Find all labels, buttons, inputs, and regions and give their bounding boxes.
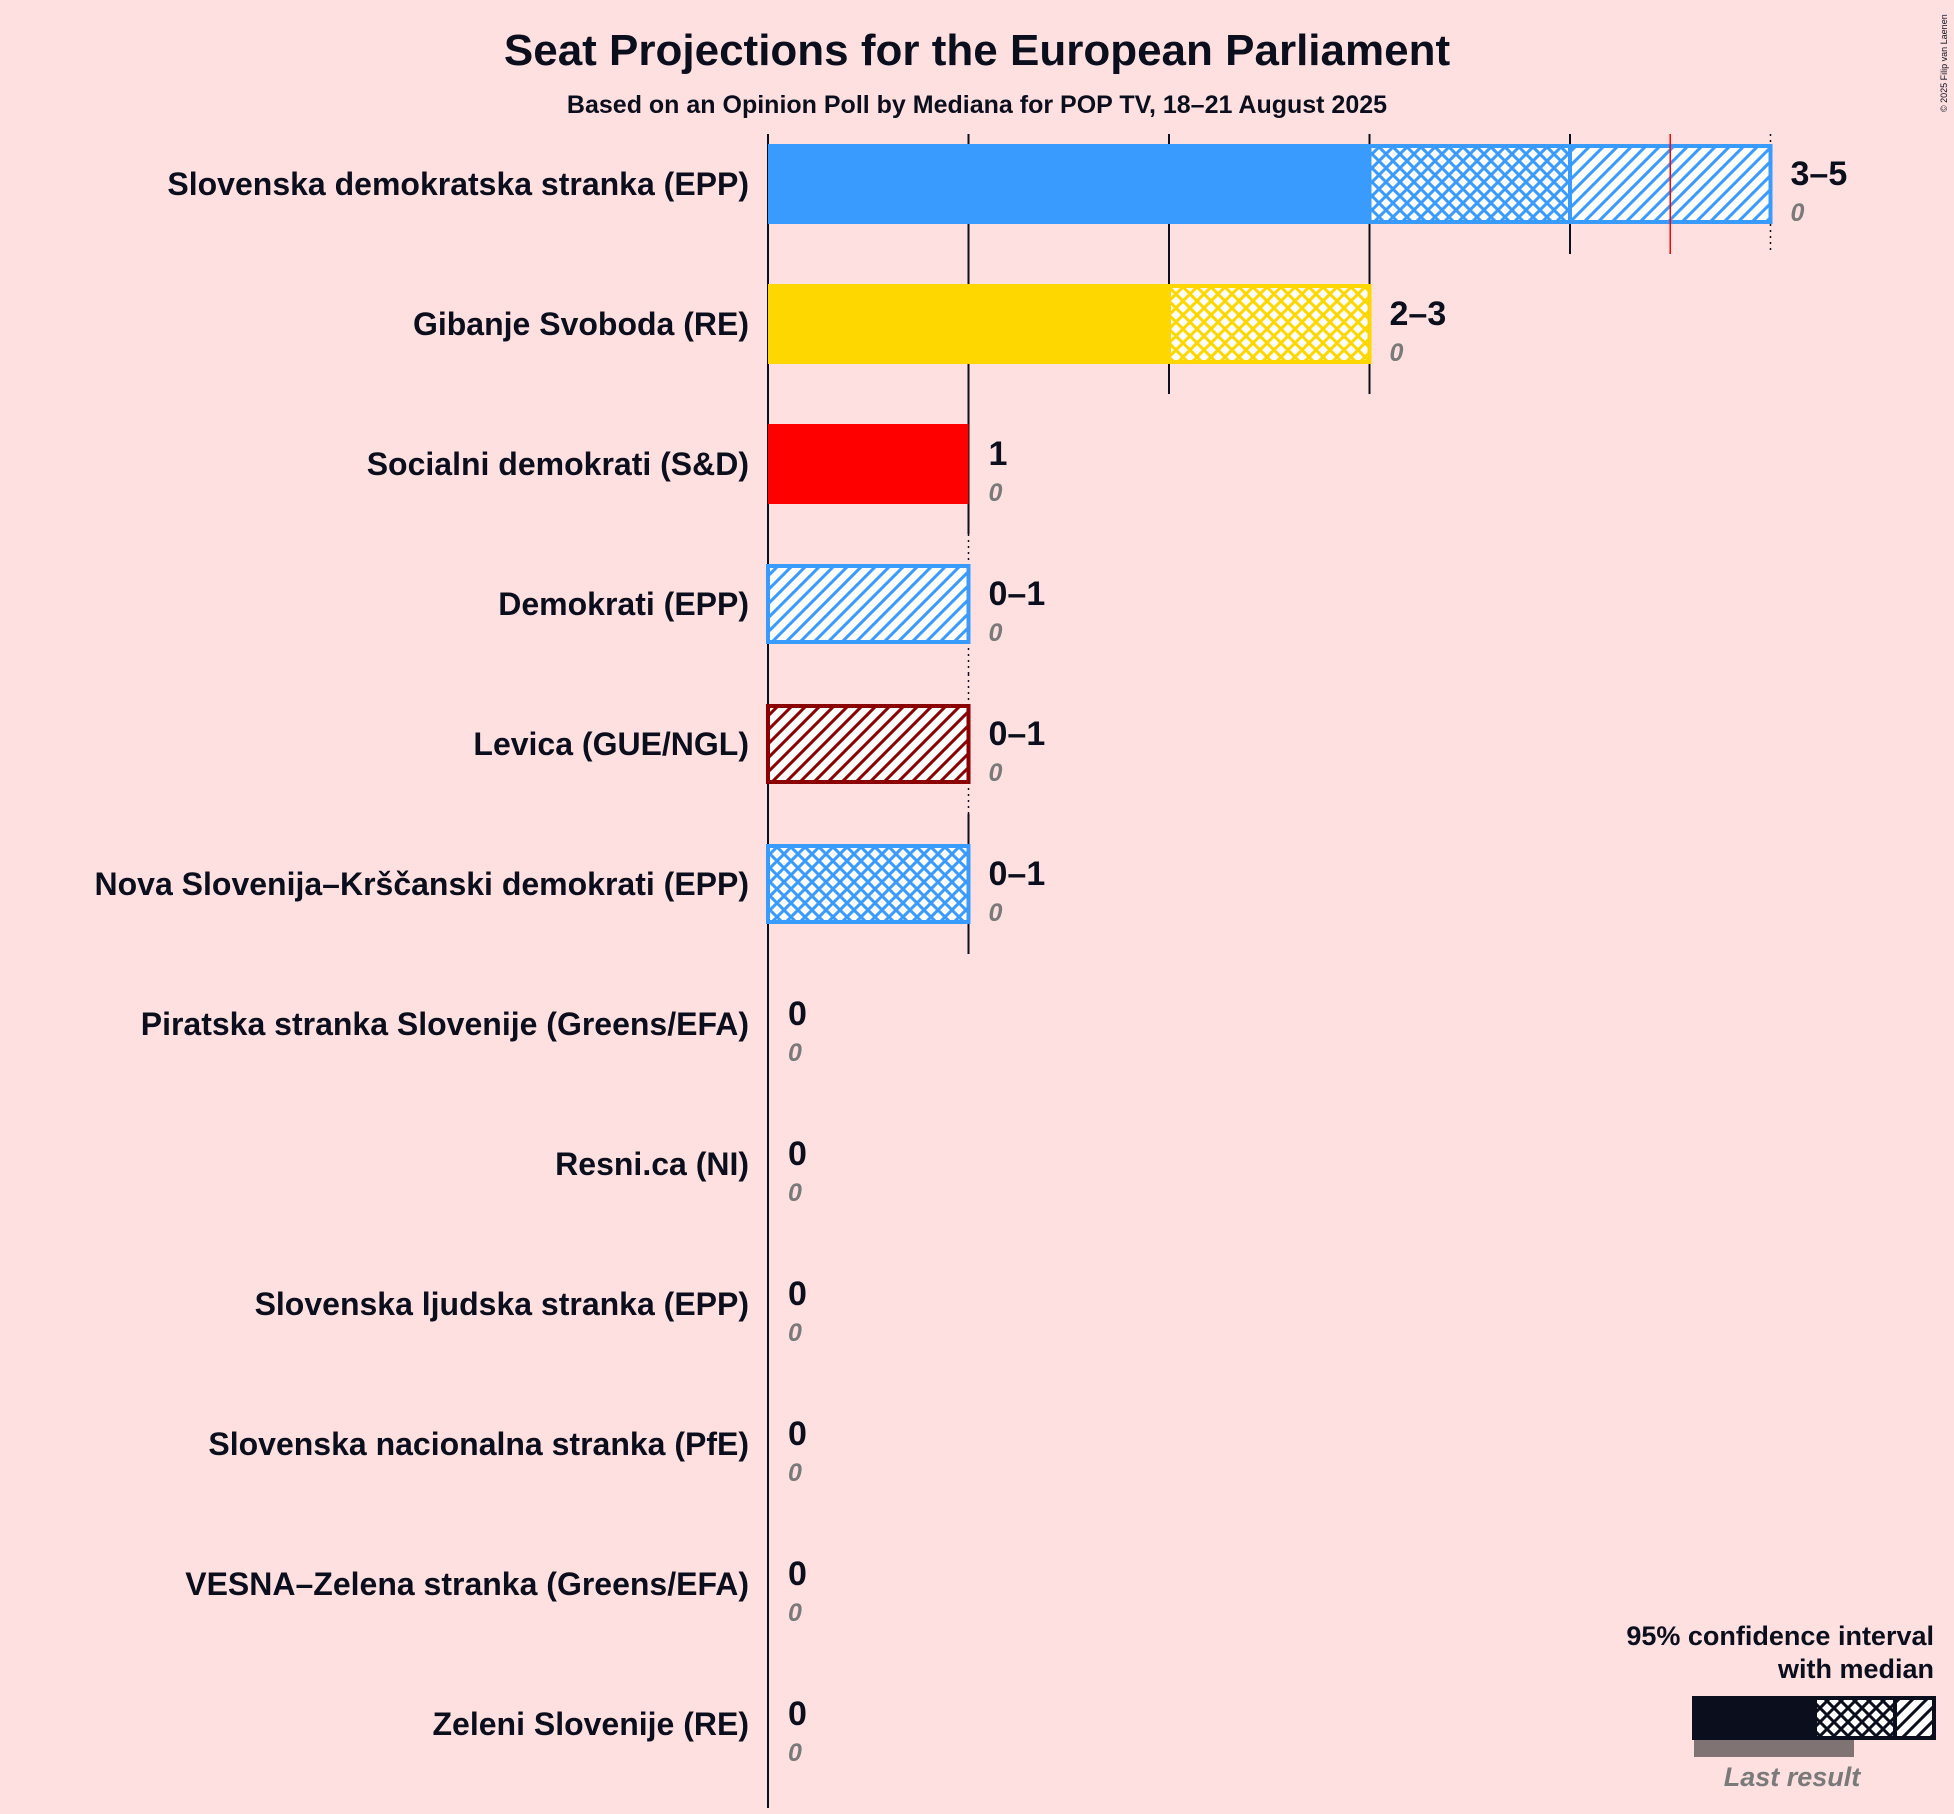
seat-range-label: 0 (788, 1275, 807, 1313)
party-row: Resni.ca (NI) 0 0 (555, 1135, 807, 1207)
seat-range-label: 0 (788, 1415, 807, 1453)
bar-median-segment (1167, 284, 1372, 364)
bar-solid-segment (768, 144, 1370, 224)
last-result-label: 0 (788, 1179, 802, 1207)
party-row: Zeleni Slovenije (RE) 0 0 (432, 1695, 806, 1767)
last-result-label: 0 (1791, 199, 1805, 227)
party-row: Nova Slovenija–Krščanski demokrati (EPP)… (95, 814, 1046, 954)
party-name-label: Slovenska nacionalna stranka (PfE) (208, 1426, 749, 1462)
chart-title: Seat Projections for the European Parlia… (504, 26, 1451, 75)
last-result-label: 0 (788, 1739, 802, 1767)
party-name-label: Resni.ca (NI) (555, 1146, 749, 1182)
last-result-label: 0 (1390, 339, 1404, 367)
last-result-label: 0 (788, 1039, 802, 1067)
party-name-label: Levica (GUE/NGL) (473, 726, 749, 762)
bar-solid-segment (768, 424, 969, 504)
last-result-label: 0 (989, 619, 1003, 647)
last-result-label: 0 (989, 899, 1003, 927)
legend: 95% confidence interval with median Last… (1626, 1621, 1936, 1792)
legend-hatch (1893, 1696, 1936, 1740)
party-row: Socialni demokrati (S&D) 1 0 (367, 394, 1008, 534)
bar-median-segment (766, 844, 971, 924)
seat-range-label: 3–5 (1791, 155, 1848, 193)
party-name-label: VESNA–Zelena stranka (Greens/EFA) (185, 1566, 749, 1602)
bar-median-segment (1367, 144, 1572, 224)
party-row: Levica (GUE/NGL) 0–1 0 (473, 674, 1045, 814)
party-name-label: Zeleni Slovenije (RE) (432, 1706, 749, 1742)
seat-range-label: 0 (788, 1135, 807, 1173)
seat-range-label: 2–3 (1390, 295, 1447, 333)
party-name-label: Demokrati (EPP) (498, 586, 749, 622)
party-name-label: Gibanje Svoboda (RE) (413, 306, 749, 342)
party-row: Piratska stranka Slovenije (Greens/EFA) 0… (141, 995, 807, 1067)
party-name-label: Nova Slovenija–Krščanski demokrati (EPP) (95, 866, 749, 902)
party-name-label: Piratska stranka Slovenije (Greens/EFA) (141, 1006, 749, 1042)
party-row: Slovenska ljudska stranka (EPP) 0 0 (255, 1275, 807, 1347)
legend-last-bar (1694, 1740, 1854, 1757)
party-row: VESNA–Zelena stranka (Greens/EFA) 0 0 (185, 1555, 807, 1627)
party-name-label: Slovenska demokratska stranka (EPP) (167, 166, 749, 202)
last-result-label: 0 (989, 479, 1003, 507)
party-row: Slovenska demokratska stranka (EPP) 3–5 0 (167, 134, 1847, 254)
bar-ci-segment (766, 564, 971, 644)
last-result-label: 0 (788, 1459, 802, 1487)
last-result-label: 0 (788, 1319, 802, 1347)
legend-cross (1813, 1696, 1897, 1740)
bar-ci-segment (766, 704, 971, 784)
seat-range-label: 0 (788, 1695, 807, 1733)
seat-range-label: 0–1 (989, 715, 1046, 753)
seat-range-label: 0–1 (989, 855, 1046, 893)
last-result-label: 0 (989, 759, 1003, 787)
bar-solid-segment (768, 284, 1169, 364)
party-row: Slovenska nacionalna stranka (PfE) 0 0 (208, 1415, 807, 1487)
chart-subtitle: Based on an Opinion Poll by Mediana for … (567, 91, 1387, 119)
legend-solid (1692, 1696, 1815, 1740)
legend-swatch (1692, 1696, 1936, 1757)
plot-area: Slovenska demokratska stranka (EPP) 3–50G… (95, 134, 1847, 1808)
seat-range-label: 1 (989, 435, 1008, 473)
party-name-label: Slovenska ljudska stranka (EPP) (255, 1286, 749, 1322)
seat-range-label: 0 (788, 995, 807, 1033)
legend-last-result: Last result (1724, 1762, 1862, 1792)
seat-range-label: 0 (788, 1555, 807, 1593)
copyright-notice: © 2025 Filip van Laenen (1939, 14, 1949, 112)
seat-range-label: 0–1 (989, 575, 1046, 613)
party-row: Demokrati (EPP) 0–1 0 (498, 534, 1045, 674)
last-result-label: 0 (788, 1599, 802, 1627)
party-name-label: Socialni demokrati (S&D) (367, 446, 749, 482)
party-row: Gibanje Svoboda (RE) 2–3 0 (413, 254, 1446, 394)
legend-line-2: with median (1777, 1654, 1934, 1684)
legend-line-1: 95% confidence interval (1626, 1621, 1934, 1651)
